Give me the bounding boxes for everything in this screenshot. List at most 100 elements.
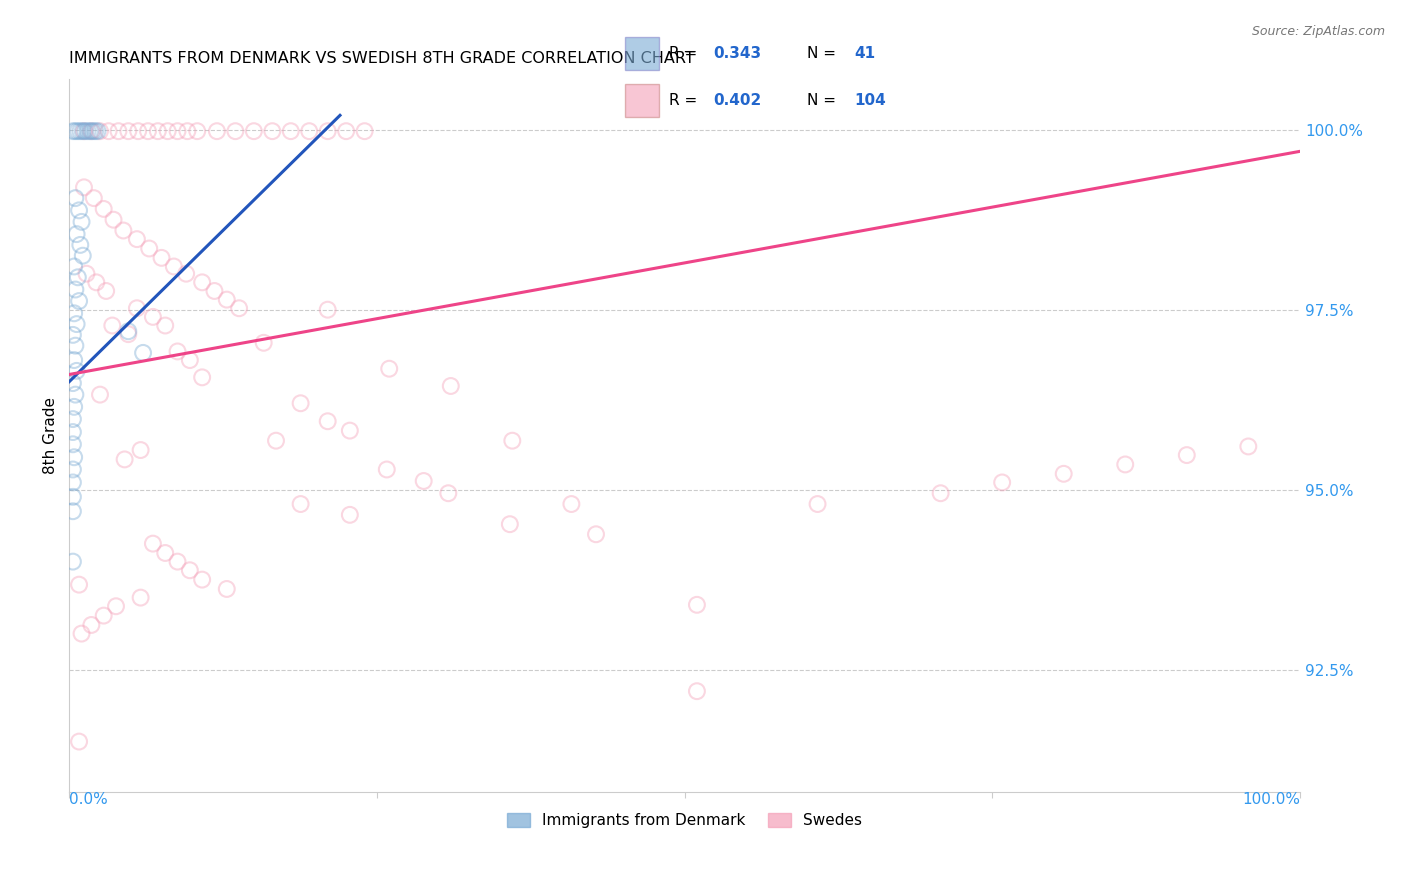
- Point: [243, 124, 266, 138]
- Point: [991, 475, 1014, 490]
- Point: [107, 124, 129, 138]
- Point: [79, 124, 101, 138]
- Point: [298, 124, 321, 138]
- Point: [67, 203, 90, 218]
- Point: [70, 215, 93, 229]
- Point: [163, 260, 186, 274]
- Point: [1053, 467, 1076, 481]
- Point: [179, 563, 201, 577]
- Text: N =: N =: [807, 93, 841, 108]
- Legend: Immigrants from Denmark, Swedes: Immigrants from Denmark, Swedes: [501, 807, 869, 834]
- Point: [114, 452, 136, 467]
- Point: [105, 599, 128, 614]
- Point: [339, 508, 361, 522]
- Point: [80, 124, 103, 138]
- Point: [63, 306, 86, 320]
- Point: [62, 475, 84, 490]
- Point: [62, 437, 84, 451]
- Point: [138, 242, 160, 256]
- Point: [62, 376, 84, 390]
- Point: [215, 582, 238, 596]
- Point: [1175, 448, 1198, 462]
- Point: [63, 353, 86, 368]
- Point: [176, 124, 198, 138]
- Point: [93, 608, 115, 623]
- Point: [117, 327, 139, 342]
- Text: 0.402: 0.402: [713, 93, 761, 108]
- Point: [65, 317, 87, 331]
- Point: [63, 260, 86, 274]
- Text: Source: ZipAtlas.com: Source: ZipAtlas.com: [1251, 25, 1385, 38]
- Point: [150, 251, 173, 265]
- Point: [186, 124, 208, 138]
- Point: [316, 124, 339, 138]
- Point: [67, 577, 90, 591]
- Point: [166, 344, 188, 359]
- Point: [96, 284, 118, 298]
- FancyBboxPatch shape: [626, 37, 659, 70]
- Point: [62, 462, 84, 476]
- Point: [69, 124, 91, 138]
- Point: [412, 474, 434, 488]
- Point: [191, 573, 214, 587]
- Point: [155, 318, 177, 333]
- Point: [191, 370, 214, 384]
- Point: [499, 517, 522, 532]
- Point: [80, 618, 103, 632]
- Point: [191, 276, 214, 290]
- Point: [86, 124, 108, 138]
- Point: [63, 400, 86, 414]
- Point: [156, 124, 179, 138]
- Text: 0.343: 0.343: [713, 45, 761, 61]
- Point: [65, 283, 87, 297]
- Point: [440, 379, 463, 393]
- Point: [174, 267, 197, 281]
- Point: [83, 191, 105, 205]
- Point: [142, 536, 165, 550]
- Point: [155, 546, 177, 560]
- Text: R =: R =: [669, 93, 702, 108]
- Point: [316, 414, 339, 428]
- Point: [89, 124, 111, 138]
- Point: [72, 124, 94, 138]
- Point: [65, 364, 87, 378]
- Point: [75, 267, 97, 281]
- Point: [1114, 458, 1136, 472]
- Point: [89, 387, 111, 401]
- Point: [125, 301, 148, 316]
- Point: [205, 124, 228, 138]
- Point: [84, 276, 107, 290]
- Point: [66, 124, 89, 138]
- Point: [585, 527, 607, 541]
- Point: [146, 124, 169, 138]
- Point: [63, 450, 86, 465]
- Point: [62, 555, 84, 569]
- Point: [62, 425, 84, 439]
- Point: [290, 497, 312, 511]
- Point: [117, 324, 139, 338]
- Point: [62, 412, 84, 426]
- Text: 100.0%: 100.0%: [1241, 792, 1301, 807]
- Point: [125, 232, 148, 246]
- Point: [264, 434, 287, 448]
- Point: [560, 497, 582, 511]
- Point: [103, 212, 125, 227]
- Point: [166, 124, 188, 138]
- Point: [437, 486, 460, 500]
- Text: N =: N =: [807, 45, 841, 61]
- Point: [101, 318, 124, 333]
- Point: [72, 249, 94, 263]
- Point: [67, 293, 90, 308]
- Point: [73, 124, 96, 138]
- Text: IMMIGRANTS FROM DENMARK VS SWEDISH 8TH GRADE CORRELATION CHART: IMMIGRANTS FROM DENMARK VS SWEDISH 8TH G…: [69, 51, 695, 66]
- Point: [806, 497, 828, 511]
- Point: [339, 424, 361, 438]
- Point: [65, 227, 87, 241]
- Point: [686, 684, 709, 698]
- Text: 41: 41: [855, 45, 876, 61]
- Point: [82, 124, 104, 138]
- Point: [253, 335, 276, 350]
- Point: [129, 443, 152, 458]
- Point: [69, 238, 91, 252]
- Point: [375, 462, 398, 476]
